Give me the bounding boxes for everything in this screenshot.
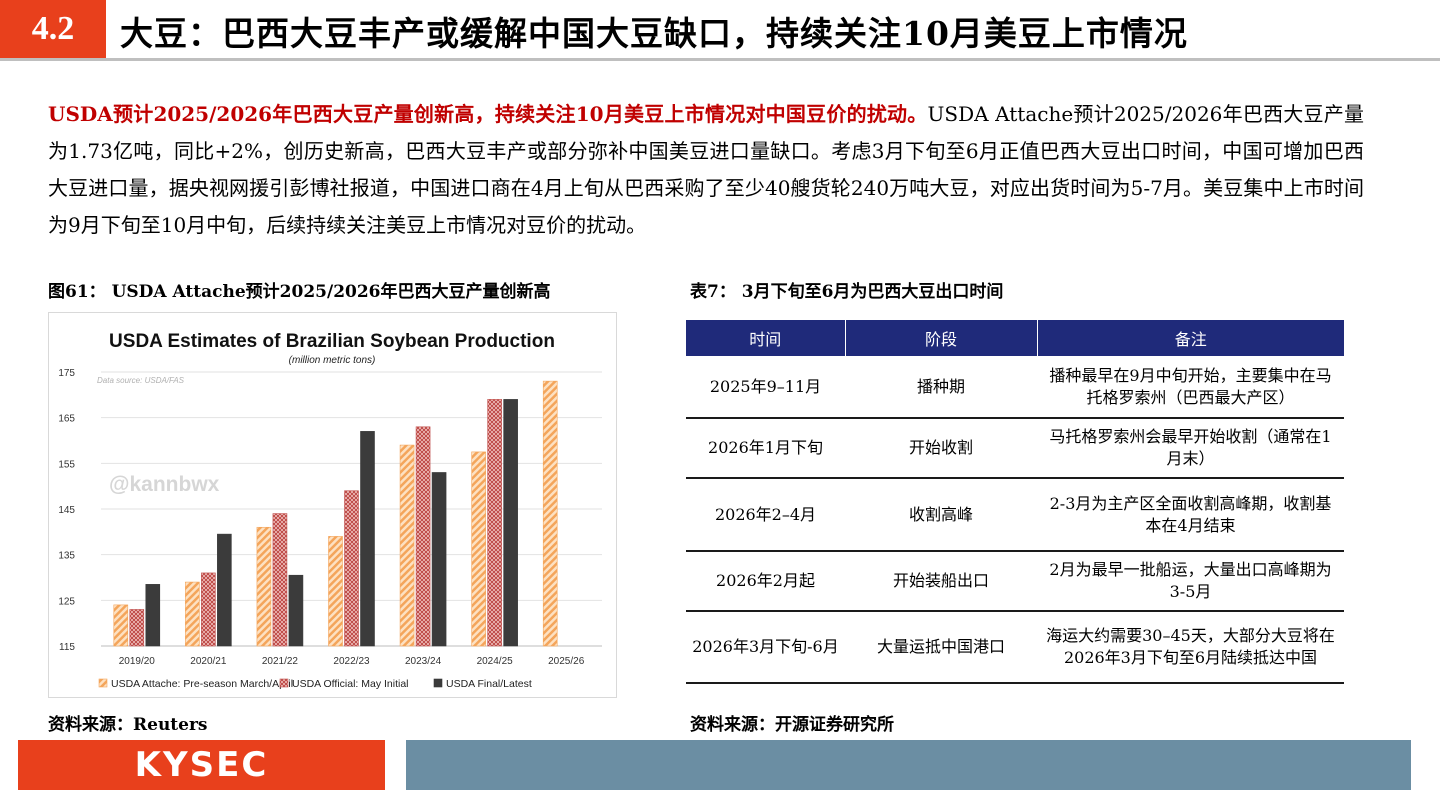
- cell-note: 播种最早在9月中旬开始，主要集中在马托格罗索州（巴西最大产区）: [1037, 356, 1344, 419]
- soybean-production-chart: USDA Estimates of Brazilian Soybean Prod…: [48, 312, 617, 698]
- legend-label: USDA Final/Latest: [446, 678, 532, 690]
- intro-body: USDA Attache预计2025/2026年巴西大豆产量为1.73亿吨，同比…: [48, 102, 1365, 237]
- y-tick-label: 165: [58, 414, 75, 425]
- table-row: 2026年2月起 开始装船出口 2月为最早一批船运，大量出口高峰期为3-5月: [686, 551, 1344, 612]
- y-tick-label: 115: [59, 642, 75, 653]
- cell-note: 马托格罗索州会最早开始收割（通常在1月末）: [1037, 418, 1344, 479]
- header-note: 备注: [1036, 320, 1344, 356]
- bar: [328, 536, 343, 647]
- table-source: 资料来源：开源证券研究所: [690, 715, 894, 735]
- chart-subtitle: (million metric tons): [289, 355, 376, 366]
- legend-swatch: [279, 678, 289, 688]
- chart-title: USDA Estimates of Brazilian Soybean Prod…: [109, 331, 555, 352]
- legend-swatch: [433, 678, 443, 688]
- chart-watermark: @kannbwx: [109, 473, 220, 496]
- y-tick-label: 135: [58, 551, 75, 562]
- cell-time: 2026年1月下旬: [686, 418, 845, 479]
- legend-label: USDA Official: May Initial: [292, 678, 409, 690]
- x-tick-label: 2019/20: [119, 656, 156, 667]
- bar: [360, 431, 375, 647]
- cell-stage: 大量运抵中国港口: [845, 611, 1037, 684]
- cell-time: 2026年2月起: [686, 551, 845, 612]
- bar: [415, 426, 431, 647]
- table-row: 2026年2–4月 收割高峰 2-3月为主产区全面收割高峰期，收割基本在4月结束: [686, 478, 1344, 552]
- bar: [272, 513, 288, 647]
- table-row: 2026年3月下旬-6月 大量运抵中国港口 海运大约需要30–45天，大部分大豆…: [686, 611, 1344, 684]
- bar: [344, 490, 359, 647]
- header-stage: 阶段: [844, 320, 1037, 356]
- chart-svg: USDA Estimates of Brazilian Soybean Prod…: [58, 331, 602, 690]
- cell-time: 2026年3月下旬-6月: [686, 611, 845, 684]
- table-header-row: 时间 阶段 备注: [686, 320, 1344, 356]
- chart-data-source: Data source: USDA/FAS: [97, 376, 185, 385]
- x-tick-label: 2020/21: [190, 656, 227, 667]
- cell-note: 海运大约需要30–45天，大部分大豆将在2026年3月下旬至6月陆续抵达中国: [1037, 611, 1344, 684]
- cell-stage: 开始装船出口: [845, 551, 1037, 612]
- cell-note: 2-3月为主产区全面收割高峰期，收割基本在4月结束: [1037, 478, 1344, 552]
- cell-stage: 播种期: [845, 356, 1037, 419]
- cell-time: 2025年9–11月: [686, 356, 845, 419]
- legend-label: USDA Attache: Pre-season March/April: [111, 678, 293, 690]
- figure-caption: 图61： USDA Attache预计2025/2026年巴西大豆产量创新高: [48, 282, 551, 302]
- cell-time: 2026年2–4月: [686, 478, 845, 552]
- table-row: 2026年1月下旬 开始收割 马托格罗索州会最早开始收割（通常在1月末）: [686, 418, 1344, 479]
- kysec-logo: KYSEC: [18, 740, 385, 790]
- y-tick-label: 155: [58, 459, 75, 470]
- cell-stage: 开始收割: [845, 418, 1037, 479]
- x-tick-label: 2023/24: [405, 656, 442, 667]
- bar: [256, 526, 272, 647]
- bar: [431, 472, 447, 647]
- x-tick-label: 2022/23: [333, 656, 370, 667]
- y-tick-label: 125: [58, 596, 75, 607]
- bar: [542, 380, 558, 647]
- footer-bar: [406, 740, 1411, 790]
- x-tick-label: 2021/22: [262, 656, 299, 667]
- bar: [185, 581, 200, 647]
- table-caption: 表7： 3月下旬至6月为巴西大豆出口时间: [690, 282, 1004, 302]
- cell-stage: 收割高峰: [845, 478, 1037, 552]
- page-title: 大豆：巴西大豆丰产或缓解中国大豆缺口，持续关注10月美豆上市情况: [120, 14, 1188, 53]
- legend-swatch: [98, 678, 108, 688]
- intro-paragraph: USDA预计2025/2026年巴西大豆产量创新高，持续关注10月美豆上市情况对…: [48, 96, 1364, 244]
- y-tick-label: 145: [58, 505, 75, 516]
- y-tick-label: 175: [58, 368, 75, 379]
- export-timeline-table: 时间 阶段 备注 2025年9–11月 播种期 播种最早在9月中旬开始，主要集中…: [686, 320, 1344, 684]
- title-divider: [0, 58, 1440, 61]
- x-tick-label: 2024/25: [477, 656, 514, 667]
- section-number: 4.2: [0, 0, 106, 58]
- intro-highlight: USDA预计2025/2026年巴西大豆产量创新高，持续关注10月美豆上市情况对…: [48, 102, 928, 126]
- bar: [217, 533, 232, 647]
- cell-note: 2月为最早一批船运，大量出口高峰期为3-5月: [1037, 551, 1344, 612]
- bar: [113, 604, 129, 647]
- figure-source: 资料来源：Reuters: [48, 715, 208, 735]
- table-row: 2025年9–11月 播种期 播种最早在9月中旬开始，主要集中在马托格罗索州（巴…: [686, 356, 1344, 419]
- bar: [288, 574, 304, 647]
- bar: [399, 444, 415, 647]
- bar: [129, 609, 145, 647]
- bar: [487, 399, 502, 647]
- bar: [503, 399, 518, 647]
- bar: [201, 572, 216, 647]
- x-tick-label: 2025/26: [548, 656, 585, 667]
- bar: [471, 451, 486, 647]
- header-time: 时间: [686, 320, 845, 356]
- bar: [145, 584, 161, 647]
